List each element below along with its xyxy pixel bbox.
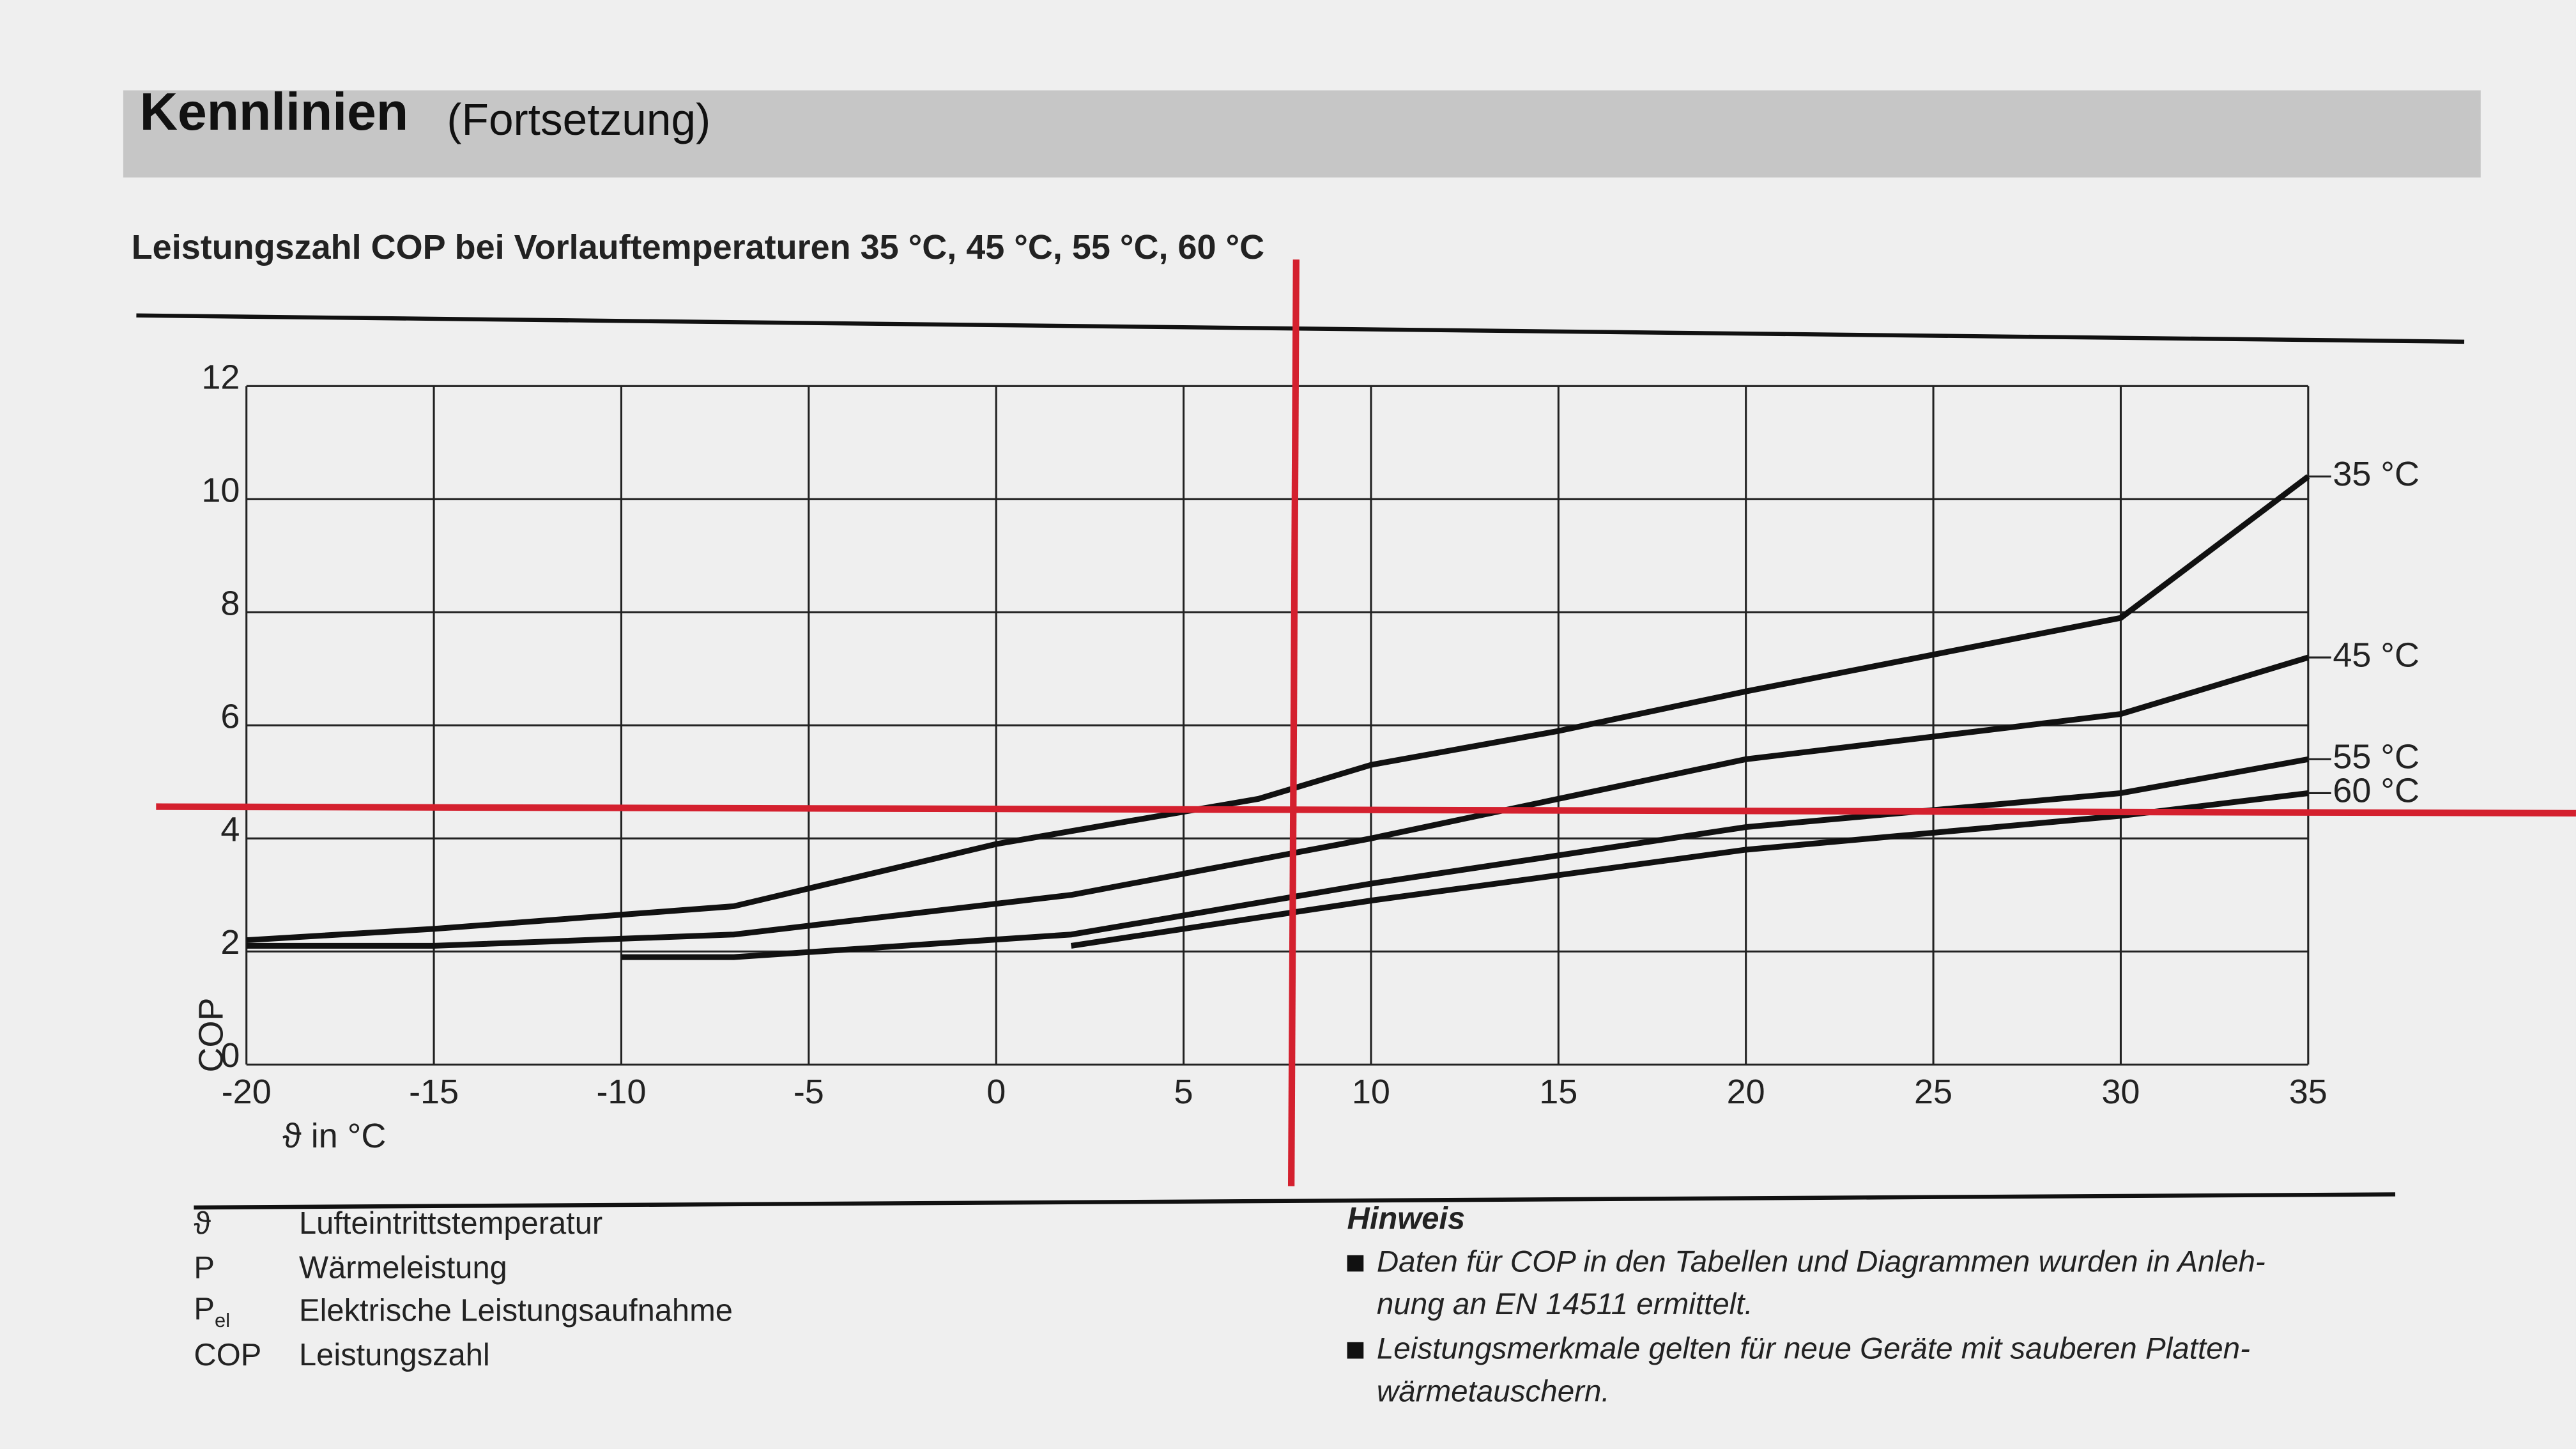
legend-row: COP Leistungszahl — [194, 1335, 733, 1378]
x-tick-label: 20 — [1727, 1073, 1765, 1111]
legend-symbol: COP — [194, 1338, 299, 1375]
legend-text: Leistungszahl — [298, 1338, 490, 1374]
y-tick-label: 4 — [220, 810, 240, 848]
x-tick-label: 25 — [1914, 1073, 1952, 1111]
symbol: ϑ — [194, 1208, 211, 1243]
legend-text: Elektrische Leistungsaufnahme — [298, 1294, 733, 1330]
chart-title: Leistungszahl COP bei Vorlauftemperature… — [132, 228, 1264, 266]
hinweis-list: Daten für COP in den Tabellen und Diagra… — [1347, 1240, 2432, 1413]
rule — [194, 1192, 2396, 1210]
series-label: 60 °C — [2333, 772, 2419, 810]
bullet — [1347, 1255, 1364, 1272]
x-tick-label: -15 — [409, 1073, 459, 1111]
header-title: Kennlinien — [139, 82, 409, 142]
plot: 0 2 4 6 8 10 12 -20 -15 -10 -5 0 5 10 15 20 25 30 35 35 °C 4… — [201, 358, 2419, 1111]
legend-text: Wärmeleistung — [298, 1251, 507, 1286]
x-tick-label: 35 — [2289, 1073, 2327, 1111]
x-tick-label: 30 — [2101, 1073, 2140, 1111]
legend-symbol: Pel — [194, 1294, 299, 1333]
x-tick-label: -20 — [222, 1073, 272, 1111]
y-tick-label: 8 — [220, 584, 240, 622]
symbol: P — [194, 1293, 215, 1328]
legend-table: ϑ Lufteintrittstemperatur P Wärmeleistung Pe… — [194, 1204, 733, 1379]
rule — [136, 313, 2465, 344]
x-tick-label: -5 — [793, 1073, 824, 1111]
series-label: 55 °C — [2333, 738, 2419, 776]
y-tick-label: 10 — [201, 471, 240, 509]
bullet — [1347, 1342, 1364, 1359]
y-tick-label: 12 — [201, 358, 240, 396]
x-axis-label: ϑ in °C — [282, 1117, 386, 1155]
x-tick-label: 15 — [1539, 1073, 1577, 1111]
x-tick-label: 10 — [1352, 1073, 1390, 1111]
legend-row: Pel Elektrische Leistungsaufnahme — [194, 1291, 733, 1335]
symbol: COP — [194, 1338, 262, 1374]
header-subtitle: (Fortsetzung) — [447, 95, 711, 145]
series-line — [246, 654, 2310, 949]
series-line — [246, 474, 2310, 944]
header-bar — [123, 90, 2481, 178]
y-tick-label: 0 — [220, 1036, 240, 1075]
legend-text: Lufteintrittstemperatur — [298, 1208, 603, 1243]
hinweis-item: Leistungsmerkmale gelten für neue Geräte… — [1347, 1328, 2432, 1413]
legend-symbol: P — [194, 1252, 299, 1288]
x-tick-label: 5 — [1174, 1073, 1193, 1111]
symbol-subscript: el — [215, 1309, 231, 1333]
red-marker-line — [1287, 259, 1300, 1186]
legend-row: P Wärmeleistung — [194, 1248, 733, 1291]
hinweis-title: Hinweis — [1347, 1202, 1466, 1238]
hinweis-text: Daten für COP in den Tabellen und Diagra… — [1376, 1243, 2266, 1321]
x-tick-label: -10 — [596, 1073, 646, 1111]
series-line — [1070, 790, 2309, 949]
series-label: 45 °C — [2333, 636, 2419, 674]
series-label: 35 °C — [2333, 455, 2419, 493]
y-tick-label: 6 — [220, 697, 240, 735]
legend-symbol: ϑ — [194, 1208, 299, 1245]
hinweis: Hinweis Daten für COP in den Tabellen un… — [1347, 1202, 2432, 1413]
symbol: P — [194, 1251, 215, 1286]
hinweis-text: Leistungsmerkmale gelten für neue Geräte… — [1376, 1330, 2250, 1408]
x-tick-label: 0 — [986, 1073, 1006, 1111]
hinweis-item: Daten für COP in den Tabellen und Diagra… — [1347, 1240, 2432, 1326]
y-axis-label: COP — [192, 997, 231, 1072]
red-marker-line — [156, 803, 2576, 816]
series-line — [621, 756, 2309, 960]
y-tick-label: 2 — [220, 923, 240, 962]
legend-row: ϑ Lufteintrittstemperatur — [194, 1204, 733, 1248]
